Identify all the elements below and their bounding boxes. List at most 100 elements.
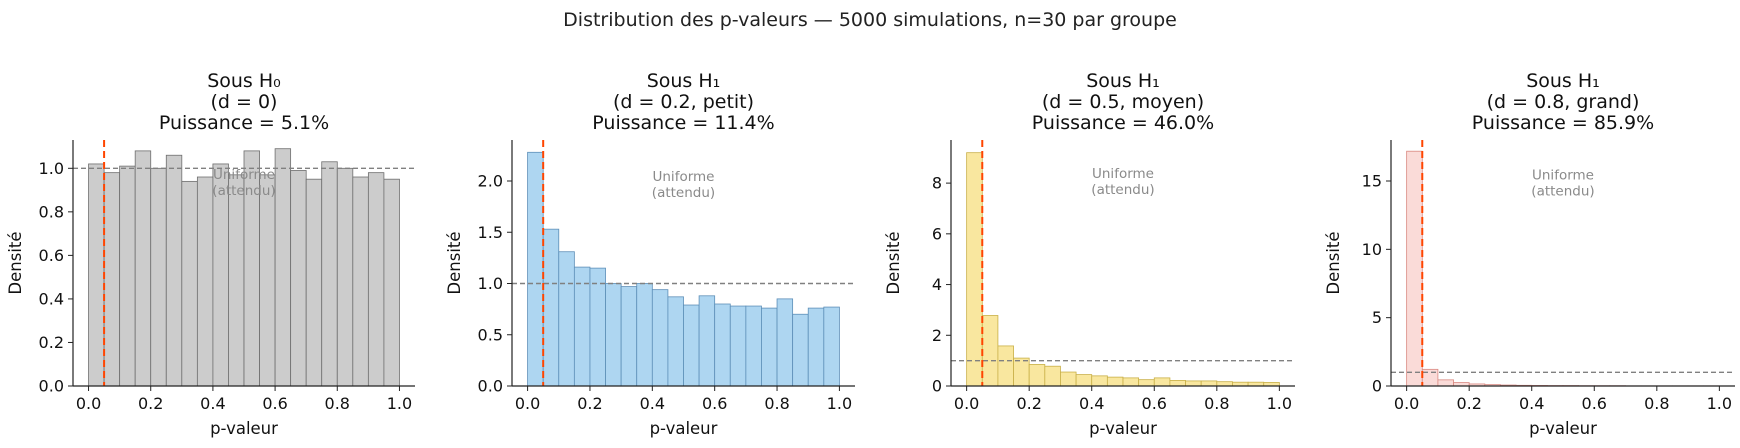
histogram-bar bbox=[1138, 379, 1155, 387]
figure-title: Distribution des p-valeurs — 5000 simula… bbox=[563, 9, 1177, 31]
chart-panel-1: Sous H₀(d = 0)Puissance = 5.1% Uniforme(a… bbox=[6, 70, 415, 438]
uniform-annotation: Uniforme bbox=[1092, 166, 1154, 182]
histogram-bar bbox=[667, 296, 684, 387]
histogram-bar bbox=[1153, 377, 1171, 387]
uniform-annotation: Uniforme bbox=[213, 167, 275, 183]
y-tick-label: 1.5 bbox=[478, 223, 503, 242]
panel-title-line: Puissance = 85.9% bbox=[1472, 112, 1654, 134]
panel-title-line: Puissance = 11.4% bbox=[592, 112, 774, 134]
x-tick-label: 0.6 bbox=[262, 394, 287, 413]
histogram-bar bbox=[1437, 379, 1454, 387]
panel-title-line: (d = 0) bbox=[211, 91, 278, 113]
histogram-bar bbox=[745, 305, 762, 387]
histogram-bar bbox=[542, 228, 560, 387]
histogram-bar bbox=[683, 304, 700, 387]
histogram-bar bbox=[997, 345, 1014, 387]
x-tick-label: 1.0 bbox=[1707, 394, 1732, 413]
x-axis-label: p-valeur bbox=[210, 419, 278, 438]
histogram-bar bbox=[103, 172, 121, 387]
x-tick-label: 0.2 bbox=[138, 394, 163, 413]
x-tick-label: 0.4 bbox=[1079, 394, 1104, 413]
uniform-annotation: (attendu) bbox=[652, 185, 715, 201]
histogram-bar bbox=[119, 165, 136, 387]
y-tick-label: 1.0 bbox=[39, 159, 64, 178]
x-tick-label: 0.4 bbox=[640, 394, 665, 413]
panel-title-line: Puissance = 5.1% bbox=[159, 112, 329, 134]
x-axis-label: p-valeur bbox=[1089, 419, 1157, 438]
histogram-bar bbox=[651, 289, 669, 387]
x-tick-label: 0.0 bbox=[1394, 394, 1419, 413]
histogram-bar bbox=[88, 163, 105, 387]
y-tick-label: 2.0 bbox=[478, 172, 503, 191]
histogram-bar bbox=[698, 295, 716, 387]
x-tick-label: 0.4 bbox=[1519, 394, 1544, 413]
y-tick-label: 1.0 bbox=[478, 274, 503, 293]
histogram-bar bbox=[290, 170, 307, 387]
histogram-bar bbox=[1200, 380, 1218, 387]
histogram-bar bbox=[1091, 375, 1108, 387]
y-tick-label: 0.0 bbox=[478, 377, 503, 396]
histogram-bar bbox=[605, 283, 622, 387]
y-tick-label: 6 bbox=[932, 224, 942, 243]
panel-title-line: Sous H₁ bbox=[1526, 70, 1600, 92]
histogram-bar bbox=[714, 303, 731, 387]
histogram-bar bbox=[352, 176, 369, 387]
histogram-bar bbox=[1028, 364, 1046, 387]
histogram-bar bbox=[966, 152, 983, 387]
chart-panel-3: Sous H₁(d = 0.5, moyen)Puissance = 46.0%… bbox=[884, 70, 1295, 438]
uniform-annotation: Uniforme bbox=[653, 169, 715, 185]
histogram-bar bbox=[336, 167, 354, 387]
x-tick-label: 0.0 bbox=[954, 394, 979, 413]
uniform-annotation: (attendu) bbox=[1531, 184, 1594, 200]
histogram-bar bbox=[1185, 380, 1202, 387]
chart-panel-2: Sous H₁(d = 0.2, petit)Puissance = 11.4%… bbox=[445, 70, 855, 438]
x-tick-label: 0.2 bbox=[1016, 394, 1041, 413]
x-tick-label: 0.8 bbox=[1204, 394, 1229, 413]
histogram-bar bbox=[807, 307, 825, 387]
histogram-bar bbox=[383, 178, 400, 387]
histogram-bar bbox=[981, 315, 999, 387]
histogram-bar bbox=[573, 266, 591, 387]
panel-title-line: (d = 0.5, moyen) bbox=[1042, 91, 1204, 113]
histogram-bar bbox=[1106, 376, 1124, 387]
histogram-bar bbox=[165, 154, 183, 387]
y-axis-label: Densité bbox=[1324, 231, 1343, 294]
x-axis-label: p-valeur bbox=[650, 419, 718, 438]
y-tick-label: 0.0 bbox=[39, 377, 64, 396]
histogram-bar bbox=[259, 174, 276, 387]
y-tick-label: 2 bbox=[932, 326, 942, 345]
x-tick-label: 0.6 bbox=[1582, 394, 1607, 413]
histogram-bar bbox=[228, 174, 245, 387]
panel-title-line: Puissance = 46.0% bbox=[1032, 112, 1214, 134]
histogram-bar bbox=[761, 307, 778, 387]
histogram-bar bbox=[196, 176, 214, 387]
histogram-bar bbox=[527, 151, 544, 387]
histogram-bar bbox=[150, 167, 167, 387]
y-tick-label: 0.2 bbox=[39, 333, 64, 352]
x-tick-label: 0.8 bbox=[764, 394, 789, 413]
x-tick-label: 0.0 bbox=[76, 394, 101, 413]
x-tick-label: 0.6 bbox=[1142, 394, 1167, 413]
histogram-bar bbox=[729, 305, 747, 387]
histogram-bar bbox=[558, 251, 575, 387]
x-tick-label: 1.0 bbox=[387, 394, 412, 413]
x-axis-label: p-valeur bbox=[1529, 419, 1597, 438]
y-tick-label: 0.5 bbox=[478, 325, 503, 344]
histogram-bar bbox=[305, 178, 323, 387]
panel-title-line: Sous H₁ bbox=[1086, 70, 1160, 92]
y-tick-label: 15 bbox=[1362, 172, 1382, 191]
uniform-annotation: Uniforme bbox=[1532, 168, 1594, 184]
histogram-bar bbox=[1060, 371, 1077, 387]
histogram-bar bbox=[620, 286, 638, 387]
x-tick-label: 0.4 bbox=[200, 394, 225, 413]
x-tick-label: 0.2 bbox=[577, 394, 602, 413]
uniform-annotation: (attendu) bbox=[212, 183, 275, 199]
uniform-annotation: (attendu) bbox=[1091, 182, 1154, 198]
histogram-bar bbox=[181, 180, 198, 387]
histogram-bar bbox=[1075, 374, 1093, 387]
histogram-bar bbox=[1216, 381, 1233, 387]
histogram-bar bbox=[367, 172, 385, 387]
histogram-bar bbox=[1122, 377, 1140, 387]
histogram-bar bbox=[776, 298, 794, 387]
y-tick-label: 0.8 bbox=[39, 202, 64, 221]
